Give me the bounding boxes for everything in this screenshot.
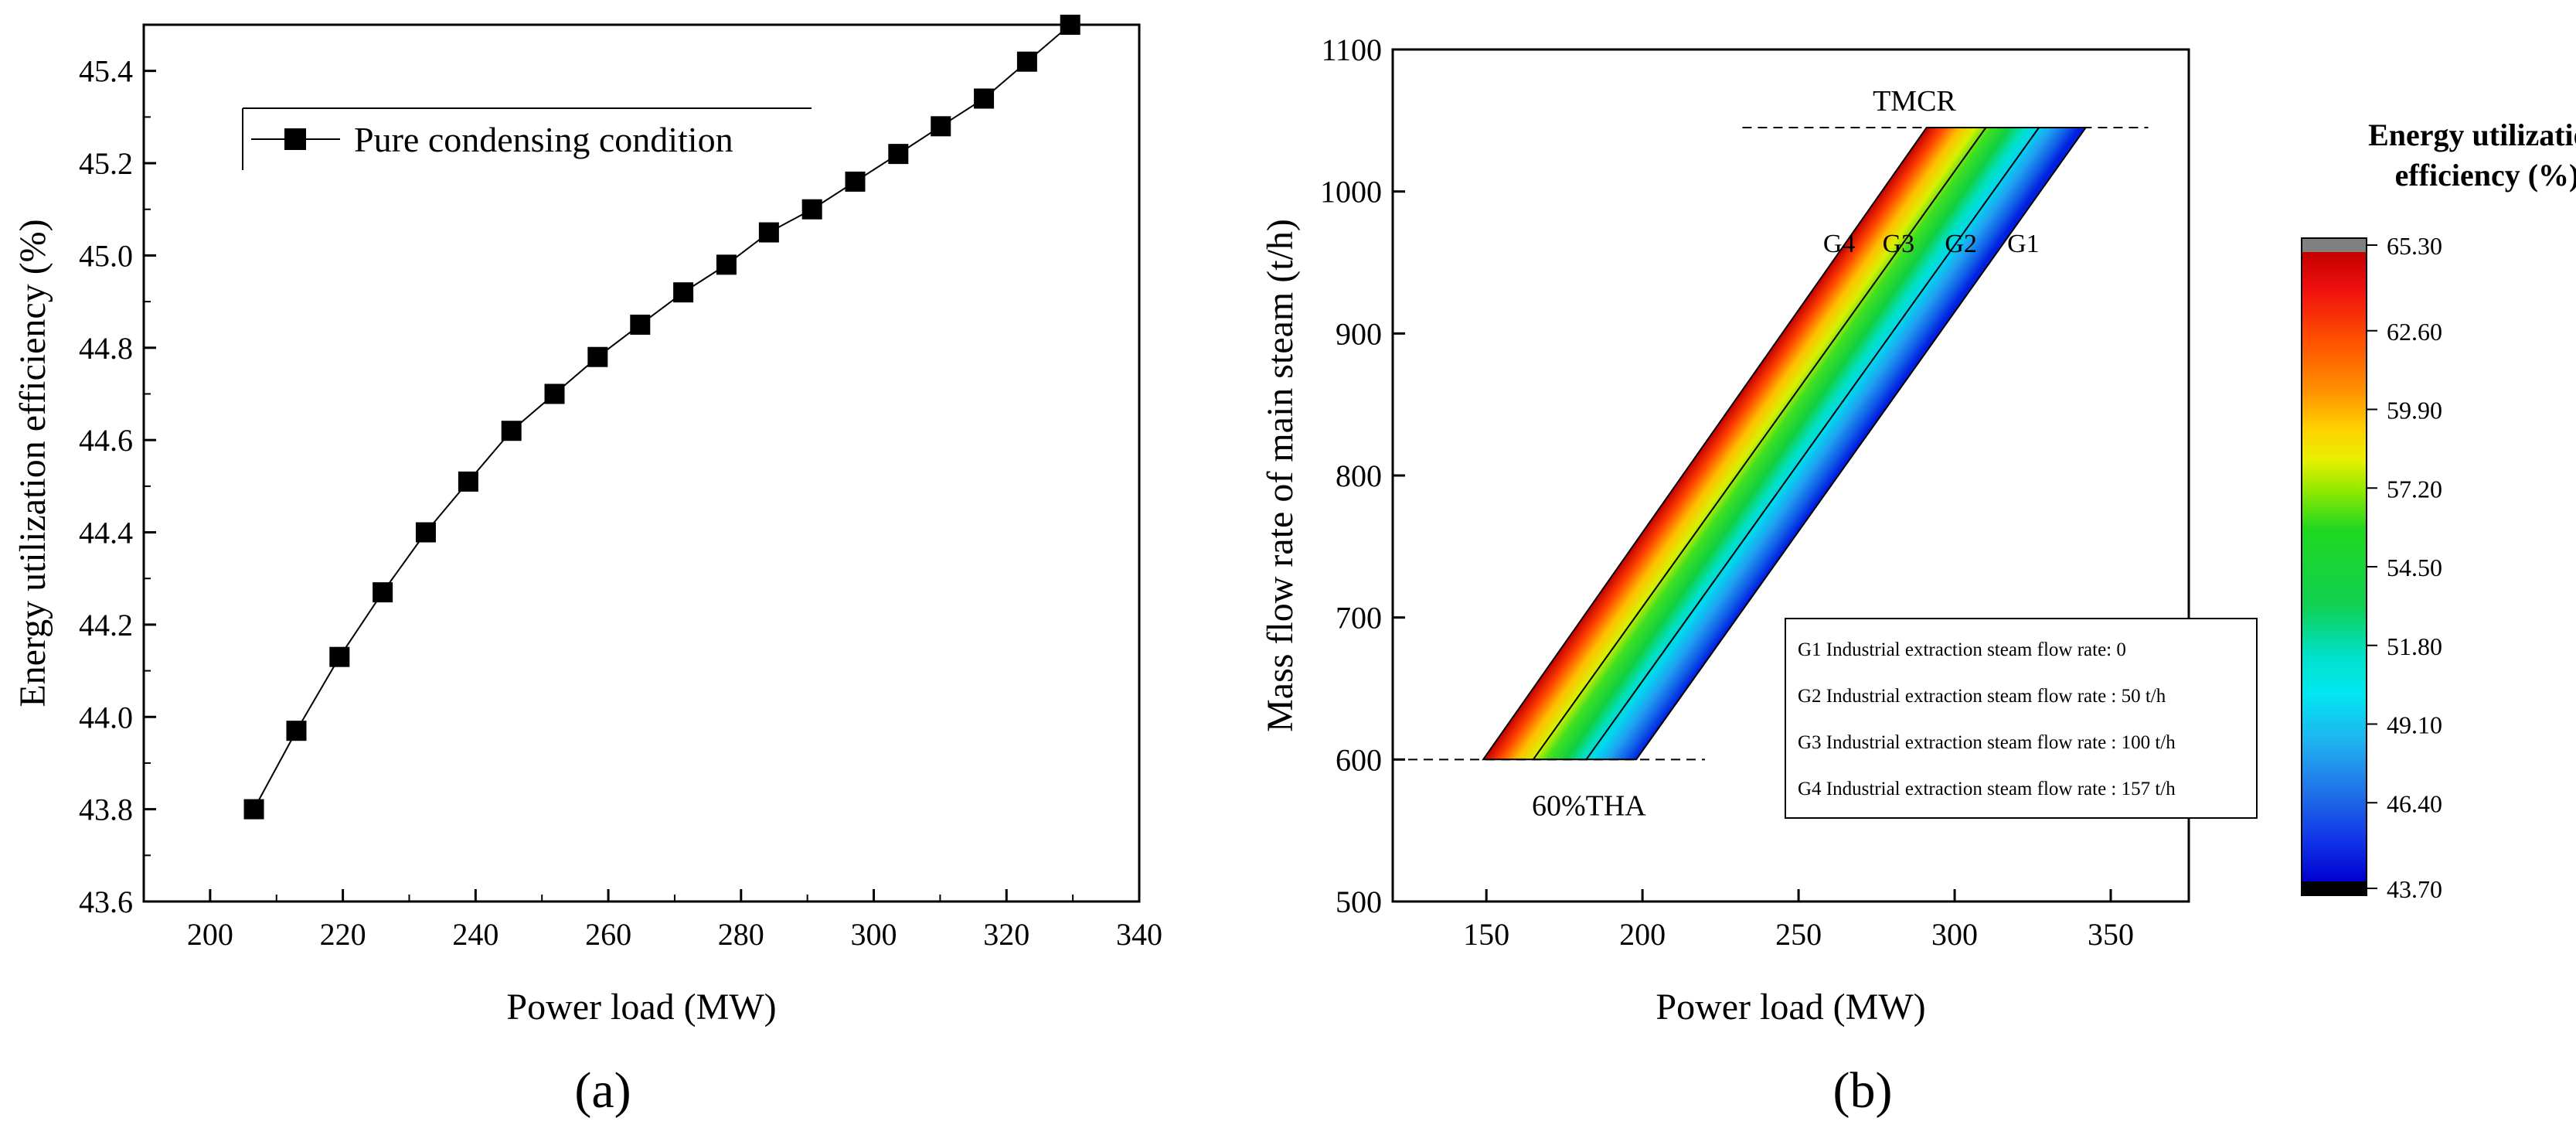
x-tick-label: 340 xyxy=(1116,917,1162,952)
boundary-line-g2 xyxy=(1585,127,2040,760)
panel-a-y-axis-label: Energy utilization efficiency (%) xyxy=(12,219,53,707)
legend-series-name: Pure condensing condition xyxy=(354,120,733,159)
legend-square-marker xyxy=(284,128,306,150)
data-point xyxy=(845,171,866,192)
data-point xyxy=(931,116,951,137)
y-tick-label: 44.6 xyxy=(79,423,133,458)
colorbar-tick-label: 57.20 xyxy=(2387,475,2442,503)
data-point xyxy=(888,144,909,165)
y-tick-label: 44.0 xyxy=(79,700,133,735)
colorbar-tick-label: 54.50 xyxy=(2387,554,2442,581)
data-point xyxy=(630,314,651,335)
y-tick-label: 43.8 xyxy=(79,792,133,827)
y-tick-label: 700 xyxy=(1336,601,1382,636)
colorbar-tick-label: 59.90 xyxy=(2387,397,2442,424)
x-tick-label: 200 xyxy=(1619,917,1666,952)
legend-entry-g3: G3 Industrial extraction steam flow rate… xyxy=(1798,732,2176,753)
panel-b-legend-box xyxy=(1785,618,2258,819)
x-tick-label: 200 xyxy=(187,917,233,952)
panel-a-plot-frame xyxy=(142,23,1141,903)
colorbar-under-cap xyxy=(2302,881,2367,895)
data-point xyxy=(329,646,350,667)
y-tick-label: 1100 xyxy=(1321,32,1382,67)
panel-a-label: (a) xyxy=(574,1062,631,1119)
y-tick-label: 900 xyxy=(1336,316,1382,351)
panel-b-y-axis-label: Mass flow rate of main steam (t/h) xyxy=(1260,219,1301,732)
data-point xyxy=(587,346,608,367)
panel-b-legend: G1 Industrial extraction steam flow rate… xyxy=(1785,618,2258,819)
data-point xyxy=(415,522,436,543)
x-tick-label: 350 xyxy=(2088,917,2134,952)
curve-label-g2: G2 xyxy=(1945,230,1977,258)
data-point xyxy=(974,88,995,109)
colorbar: Energy utilization efficiency (%) 65.306… xyxy=(2301,118,2576,903)
y-tick-label: 43.6 xyxy=(79,884,133,919)
panel-b-curve-labels: G4 G3 G2 G1 xyxy=(1823,230,2040,258)
colorbar-over-cap xyxy=(2302,238,2367,252)
colorbar-title-line1: Energy utilization xyxy=(2368,118,2576,152)
x-tick-label: 300 xyxy=(851,917,897,952)
x-tick-label: 150 xyxy=(1463,917,1509,952)
y-tick-label: 44.8 xyxy=(79,331,133,366)
y-tick-label: 44.2 xyxy=(79,608,133,642)
legend-entry-g2: G2 Industrial extraction steam flow rate… xyxy=(1798,686,2166,707)
data-point xyxy=(544,383,565,404)
data-point xyxy=(243,799,264,820)
panel-b-ticks: 150 200 250 300 350 500 600 700 800 900 1000 1100 xyxy=(1320,32,2134,952)
data-point xyxy=(286,721,307,741)
panel-b-label: (b) xyxy=(1833,1062,1893,1119)
data-point xyxy=(458,471,478,492)
legend-entry-g1: G1 Industrial extraction steam flow rate… xyxy=(1798,639,2126,660)
x-tick-label: 250 xyxy=(1775,917,1822,952)
curve-label-g4: G4 xyxy=(1823,230,1856,258)
data-point xyxy=(501,421,522,441)
panel-a-legend: Pure condensing condition xyxy=(242,107,812,170)
x-tick-label: 320 xyxy=(983,917,1029,952)
colorbar-gradient xyxy=(2302,252,2367,881)
panel-b-contour-chart: TMCR 60%THA 150 200 250 300 350 500 600 700 800 90… xyxy=(1260,32,2576,1119)
x-tick-label: 300 xyxy=(1931,917,1978,952)
colorbar-tick-label: 43.70 xyxy=(2387,875,2442,903)
curve-label-g1: G1 xyxy=(2007,230,2040,258)
curve-label-g3: G3 xyxy=(1883,230,1915,258)
colorbar-title-line2: efficiency (%) xyxy=(2395,158,2576,193)
colorbar-tick-label: 51.80 xyxy=(2387,632,2442,660)
panel-a-series-points xyxy=(243,15,1080,820)
data-point xyxy=(801,199,822,220)
colorbar-tick-label: 49.10 xyxy=(2387,711,2442,739)
data-point xyxy=(758,222,779,243)
y-tick-label: 1000 xyxy=(1320,175,1382,210)
y-tick-label: 45.4 xyxy=(79,54,133,89)
data-point xyxy=(373,582,393,603)
x-tick-label: 260 xyxy=(585,917,631,952)
reference-label: TMCR xyxy=(1873,85,1956,118)
colorbar-ticks: 65.30 62.60 59.90 57.20 54.50 51.80 49.10 46.40… xyxy=(2367,232,2442,903)
colorbar-tick-label: 65.30 xyxy=(2387,232,2442,260)
y-tick-label: 600 xyxy=(1336,742,1382,777)
x-tick-label: 220 xyxy=(320,917,366,952)
y-tick-label: 45.0 xyxy=(79,238,133,273)
x-tick-label: 280 xyxy=(718,917,764,952)
panel-b-boundary-lines xyxy=(1532,127,2040,760)
y-tick-label: 44.4 xyxy=(79,516,133,550)
y-tick-label: 800 xyxy=(1336,458,1382,493)
y-tick-label: 45.2 xyxy=(79,146,133,181)
reference-label: 60%THA xyxy=(1532,789,1646,822)
colorbar-tick-label: 62.60 xyxy=(2387,318,2442,346)
panel-a-x-axis-label: Power load (MW) xyxy=(506,987,776,1028)
data-point xyxy=(1060,15,1080,35)
data-point xyxy=(673,282,694,303)
x-tick-label: 240 xyxy=(452,917,499,952)
legend-entry-g4: G4 Industrial extraction steam flow rate… xyxy=(1798,779,2176,799)
boundary-line-g3 xyxy=(1532,127,1987,760)
panel-a-ticks: 200 220 240 260 280 300 320 340 43.6 43.8 44.0 44.2… xyxy=(79,54,1162,952)
y-tick-label: 500 xyxy=(1336,884,1382,919)
data-point xyxy=(1016,51,1037,72)
data-point xyxy=(716,254,737,275)
panel-a-line-chart: 200 220 240 260 280 300 320 340 43.6 43.8 44.0 44.2… xyxy=(12,15,1162,1119)
panel-b-reference-lines: TMCR 60%THA xyxy=(1393,85,2149,822)
panel-b-x-axis-label: Power load (MW) xyxy=(1656,987,1925,1028)
colorbar-tick-label: 46.40 xyxy=(2387,789,2442,817)
